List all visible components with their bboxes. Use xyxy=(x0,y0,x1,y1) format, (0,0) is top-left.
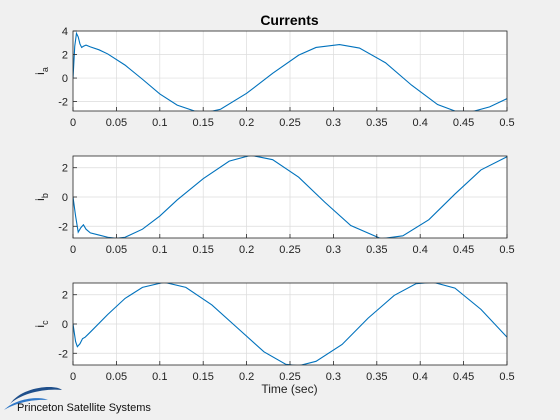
x-tick-label: 0 xyxy=(70,371,76,383)
y-tick-label: 4 xyxy=(62,26,68,38)
y-tick-label: 2 xyxy=(62,50,68,62)
x-tick-label: 0.45 xyxy=(453,371,474,383)
x-tick-label: 0.4 xyxy=(413,244,428,256)
x-tick-label: 0.1 xyxy=(152,244,167,256)
y-tick-label: -2 xyxy=(58,221,68,233)
y-axis-label-main: i xyxy=(33,325,47,328)
x-tick-label: 0 xyxy=(70,244,76,256)
x-tick-label: 0.05 xyxy=(106,244,127,256)
x-tick-label: 0.15 xyxy=(192,244,213,256)
x-tick-label: 0.45 xyxy=(453,117,474,129)
y-axis-label-subscript: b xyxy=(40,193,50,198)
x-tick-label: 0.5 xyxy=(499,117,514,129)
x-tick-label: 0.25 xyxy=(279,371,300,383)
y-tick-label: 0 xyxy=(62,73,68,85)
y-tick-label: -2 xyxy=(58,97,68,109)
x-tick-label: 0.4 xyxy=(413,117,428,129)
x-axis-label: Time (sec) xyxy=(261,382,317,396)
series-line-b xyxy=(73,156,507,238)
y-tick-label: 0 xyxy=(62,319,68,331)
y-axis-label: ic xyxy=(33,320,50,328)
x-tick-label: 0.2 xyxy=(239,117,254,129)
company-logo: Princeton Satellite Systems xyxy=(4,386,151,414)
y-tick-label: 2 xyxy=(62,290,68,302)
logo-swoosh-icon xyxy=(10,386,62,404)
figure-title: Currents xyxy=(260,12,319,28)
x-tick-label: 0.1 xyxy=(152,371,167,383)
x-tick-label: 0.25 xyxy=(279,244,300,256)
x-tick-label: 0.3 xyxy=(326,244,341,256)
subplot-3: 0 0.05 0.1 0.15 0.2 0.25 0.3 0.35 0.4 0.45 0.5-202… xyxy=(33,282,515,383)
y-axis-label: ib xyxy=(33,193,50,201)
x-tick-label: 0 xyxy=(70,117,76,129)
subplot-2: 0 0.05 0.1 0.15 0.2 0.25 0.3 0.35 0.4 0.45 0.5-202… xyxy=(33,155,515,256)
y-axis-label-main: i xyxy=(33,198,47,201)
x-tick-label: 0.3 xyxy=(326,117,341,129)
x-tick-label: 0.2 xyxy=(239,244,254,256)
x-tick-label: 0.05 xyxy=(106,117,127,129)
x-tick-label: 0.15 xyxy=(192,117,213,129)
x-tick-label: 0.35 xyxy=(366,371,387,383)
x-tick-label: 0.05 xyxy=(106,371,127,383)
x-tick-label: 0.5 xyxy=(499,371,514,383)
x-tick-label: 0.3 xyxy=(326,371,341,383)
y-axis-label: ia xyxy=(33,67,50,75)
y-axis-label-subscript: a xyxy=(40,67,50,72)
subplots: 0 0.05 0.1 0.15 0.2 0.25 0.3 0.35 0.4 0.45 0.5-202… xyxy=(33,26,515,383)
x-tick-label: 0.45 xyxy=(453,244,474,256)
x-tick-label: 0.5 xyxy=(499,244,514,256)
x-tick-label: 0.15 xyxy=(192,371,213,383)
x-tick-label: 0.4 xyxy=(413,371,428,383)
y-axis-label-subscript: c xyxy=(40,320,50,325)
series-line-a xyxy=(73,31,507,111)
y-axis-label-main: i xyxy=(33,72,47,75)
logo-swoosh-icon-secondary xyxy=(4,398,48,410)
x-tick-label: 0.35 xyxy=(366,244,387,256)
x-tick-label: 0.25 xyxy=(279,117,300,129)
series-line-c xyxy=(73,283,507,365)
y-tick-label: 2 xyxy=(62,163,68,175)
y-tick-label: -2 xyxy=(58,348,68,360)
x-tick-label: 0.1 xyxy=(152,117,167,129)
x-tick-label: 0.35 xyxy=(366,117,387,129)
y-tick-label: 0 xyxy=(62,192,68,204)
subplot-1: 0 0.05 0.1 0.15 0.2 0.25 0.3 0.35 0.4 0.45 0.5-202… xyxy=(33,26,515,129)
x-tick-label: 0.2 xyxy=(239,371,254,383)
logo-text: Princeton Satellite Systems xyxy=(17,402,151,414)
